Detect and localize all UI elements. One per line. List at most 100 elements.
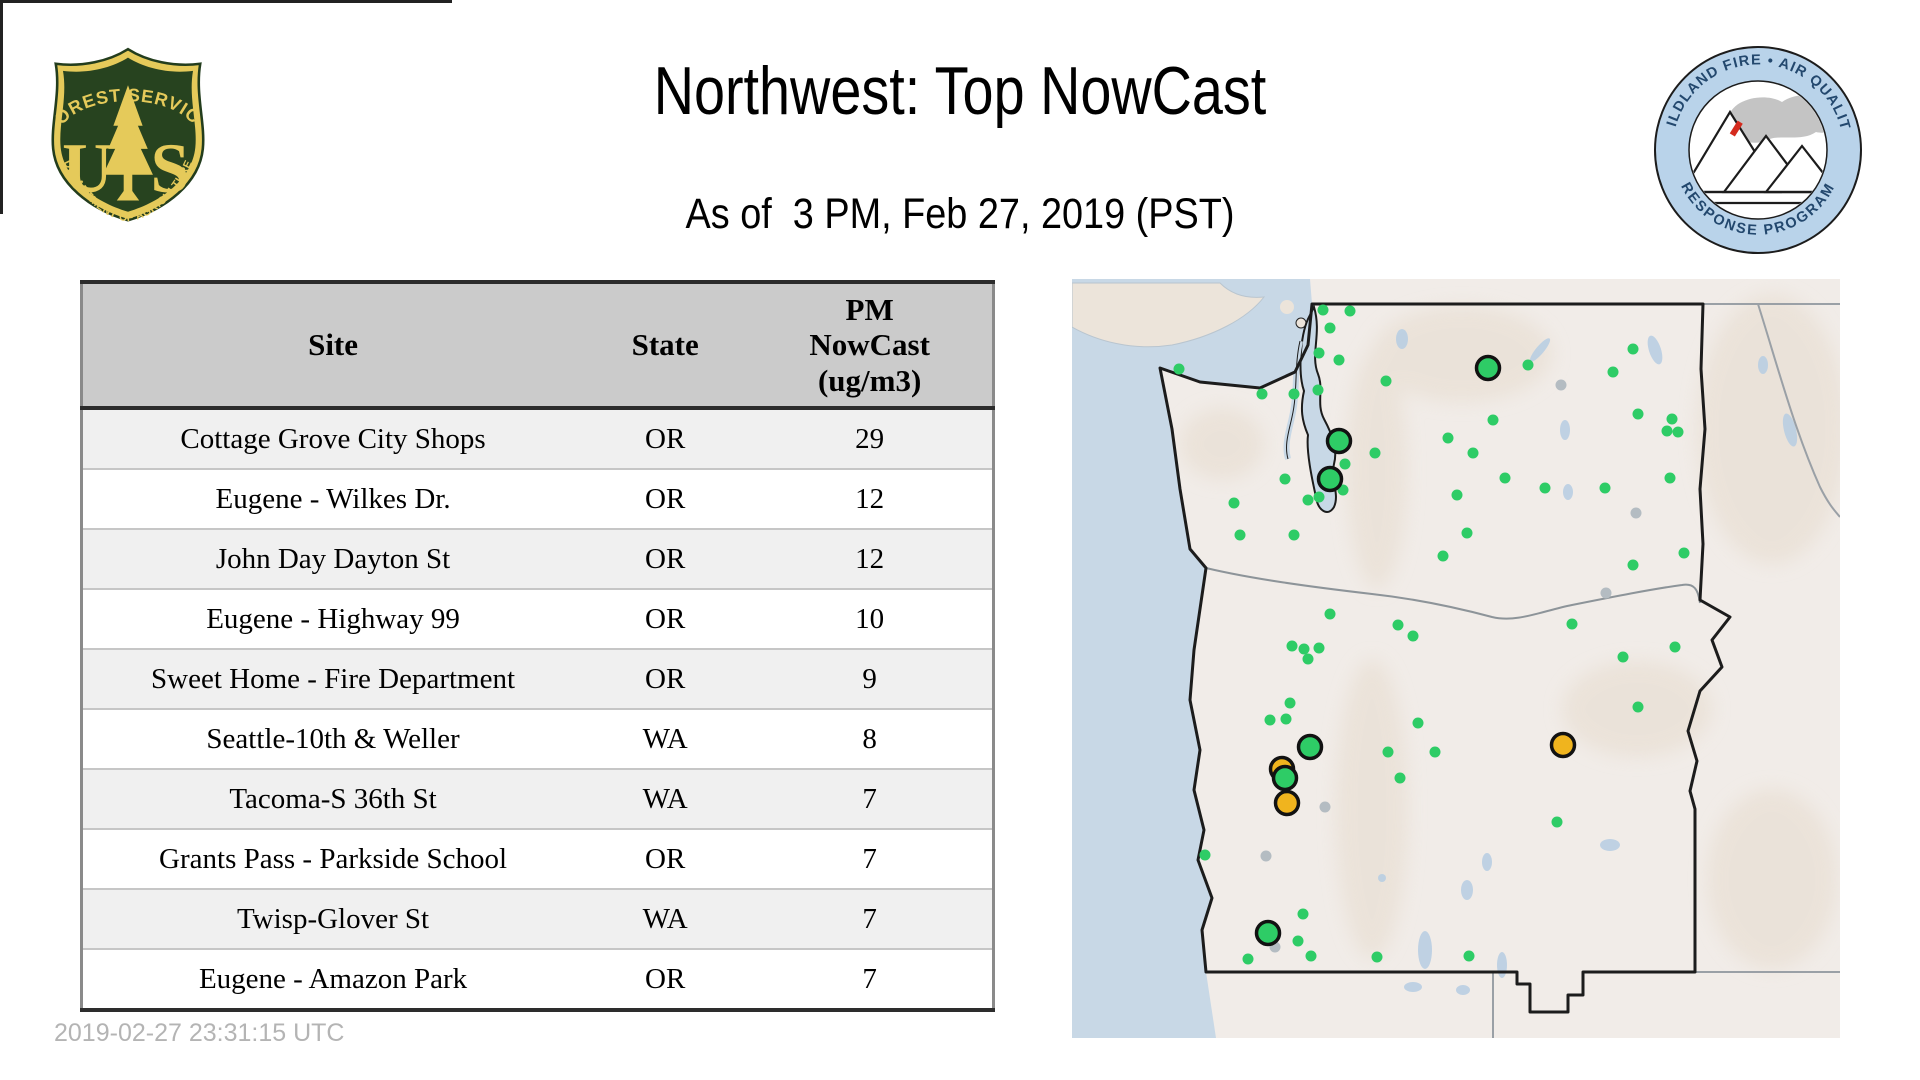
monitor-dot-good xyxy=(1522,359,1534,371)
top-site-marker-good xyxy=(1296,733,1324,761)
value-cell: 12 xyxy=(855,482,885,515)
monitor-dot-good xyxy=(1312,384,1324,396)
monitor-dot-good xyxy=(1666,413,1678,425)
state-cell: WA xyxy=(642,782,688,815)
monitor-dot-good xyxy=(1242,953,1254,965)
monitor-dot-good xyxy=(1672,426,1684,438)
wfaqrp-badge: WILDLAND FIRE • AIR QUALITY RESPONSE PRO… xyxy=(1654,46,1862,254)
monitor-dot-good xyxy=(1599,482,1611,494)
pine-tree-icon xyxy=(103,85,153,201)
monitor-dot-good xyxy=(1539,482,1551,494)
monitor-dot-good xyxy=(1339,458,1351,470)
monitor-dot-good xyxy=(1463,950,1475,962)
site-cell: Seattle-10th & Weller xyxy=(206,722,460,755)
value-cell: 9 xyxy=(862,662,877,695)
table-row: Twisp-Glover St WA 7 xyxy=(81,889,994,949)
monitor-dot-good xyxy=(1313,347,1325,359)
monitor-dot-good xyxy=(1313,491,1325,503)
forest-service-shield: FOREST SERVICE U S DEPARTMENT OF AGRICUL… xyxy=(36,28,205,224)
monitor-dot-good xyxy=(1298,643,1310,655)
neighbor-state-borders xyxy=(1492,303,1840,1038)
top-site-marker-good xyxy=(1316,465,1344,493)
monitor-dot-good xyxy=(1256,388,1268,400)
monitor-dot-good xyxy=(1344,305,1356,317)
region-outline xyxy=(1158,302,1732,1014)
monitor-dot-good xyxy=(1661,425,1673,437)
monitor-dot-good xyxy=(1279,473,1291,485)
top-site-marker-moderate xyxy=(1273,789,1301,817)
monitor-dot-good xyxy=(1324,322,1336,334)
monitor-dot-good xyxy=(1264,714,1276,726)
monitor-dot-good xyxy=(1313,642,1325,654)
header-site: Site xyxy=(81,282,584,410)
site-cell: Grants Pass - Parkside School xyxy=(159,842,508,875)
monitor-dot-good xyxy=(1371,951,1383,963)
site-cell: Eugene - Amazon Park xyxy=(198,962,468,995)
monitor-dot-good xyxy=(1669,641,1681,653)
gulf-island xyxy=(1280,300,1294,314)
state-cell: OR xyxy=(645,602,686,635)
monitor-dot-nodata xyxy=(1319,801,1331,813)
table-row: Eugene - Amazon Park OR 7 xyxy=(81,949,994,1010)
value-cell: 12 xyxy=(855,542,885,575)
vancouver-island xyxy=(1072,282,1266,348)
state-cell: OR xyxy=(645,422,686,455)
state-cell: OR xyxy=(645,962,686,995)
monitor-dot-good xyxy=(1467,447,1479,459)
monitor-dot-good xyxy=(1297,908,1309,920)
top-site-marker-moderate xyxy=(1549,731,1577,759)
monitor-dot-nodata xyxy=(1600,587,1612,599)
monitor-dot-nodata xyxy=(1260,850,1272,862)
terrain-shading xyxy=(1092,279,1840,969)
site-cell: Tacoma-S 36th St xyxy=(229,782,437,815)
monitor-dot-good xyxy=(1228,497,1240,509)
monitor-dot-good xyxy=(1369,447,1381,459)
monitor-dot-good xyxy=(1664,472,1676,484)
monitor-dot-good xyxy=(1617,651,1629,663)
table-row: John Day Dayton St OR 12 xyxy=(81,529,994,589)
monitor-dot-good xyxy=(1451,489,1463,501)
monitor-dot-good xyxy=(1284,697,1296,709)
table-row: Cottage Grove City Shops OR 29 xyxy=(81,408,994,469)
monitor-dot-good xyxy=(1632,701,1644,713)
monitor-dot-good xyxy=(1392,619,1404,631)
monitor-dot-good xyxy=(1380,375,1392,387)
mountains-icon xyxy=(1690,109,1826,194)
header-pm-nowcast: PM NowCast (ug/m3) xyxy=(747,282,994,410)
monitor-dot-good xyxy=(1234,529,1246,541)
forest-service-logo: FOREST SERVICE U S DEPARTMENT OF AGRICUL… xyxy=(36,28,214,224)
fs-logo-letter-s: S xyxy=(151,130,190,208)
value-cell: 7 xyxy=(862,902,877,935)
screenshot-edge-artifact-left xyxy=(0,0,3,214)
table-row: Seattle-10th & Weller WA 8 xyxy=(81,709,994,769)
monitor-dot-good xyxy=(1286,640,1298,652)
table-row: Sweet Home - Fire Department OR 9 xyxy=(81,649,994,709)
site-cell: Cottage Grove City Shops xyxy=(180,422,486,455)
monitor-dot-good xyxy=(1607,366,1619,378)
monitor-dot-good xyxy=(1317,304,1329,316)
top-site-marker-good xyxy=(1254,919,1282,947)
monitor-dot-good xyxy=(1324,608,1336,620)
monitor-dot-nodata xyxy=(1630,507,1642,519)
state-cell: OR xyxy=(645,482,686,515)
screenshot-edge-artifact-top xyxy=(0,0,452,3)
table-header-row: Site State PM NowCast (ug/m3) xyxy=(81,282,994,410)
monitor-dot-good xyxy=(1437,550,1449,562)
monitor-map xyxy=(1072,279,1840,1038)
lakes xyxy=(1378,329,1798,995)
map-dots xyxy=(1173,304,1690,965)
map-svg xyxy=(1072,279,1840,1038)
monitor-dot-good xyxy=(1499,472,1511,484)
top-site-marker-good xyxy=(1474,354,1502,382)
table-body: Cottage Grove City Shops OR 29 Eugene - Wil… xyxy=(81,408,994,1010)
table-row: Tacoma-S 36th St WA 7 xyxy=(81,769,994,829)
value-cell: 7 xyxy=(862,782,877,815)
site-cell: Sweet Home - Fire Department xyxy=(151,662,516,695)
state-cell: WA xyxy=(642,902,688,935)
monitor-dot-good xyxy=(1551,816,1563,828)
top-nowcast-table: Site State PM NowCast (ug/m3) Cottage Gr… xyxy=(80,280,995,1012)
page-subtitle: As of 3 PM, Feb 27, 2019 (PST) xyxy=(685,190,1235,238)
monitor-dot-good xyxy=(1627,343,1639,355)
monitor-dot-good xyxy=(1288,388,1300,400)
table-row: Eugene - Wilkes Dr. OR 12 xyxy=(81,469,994,529)
